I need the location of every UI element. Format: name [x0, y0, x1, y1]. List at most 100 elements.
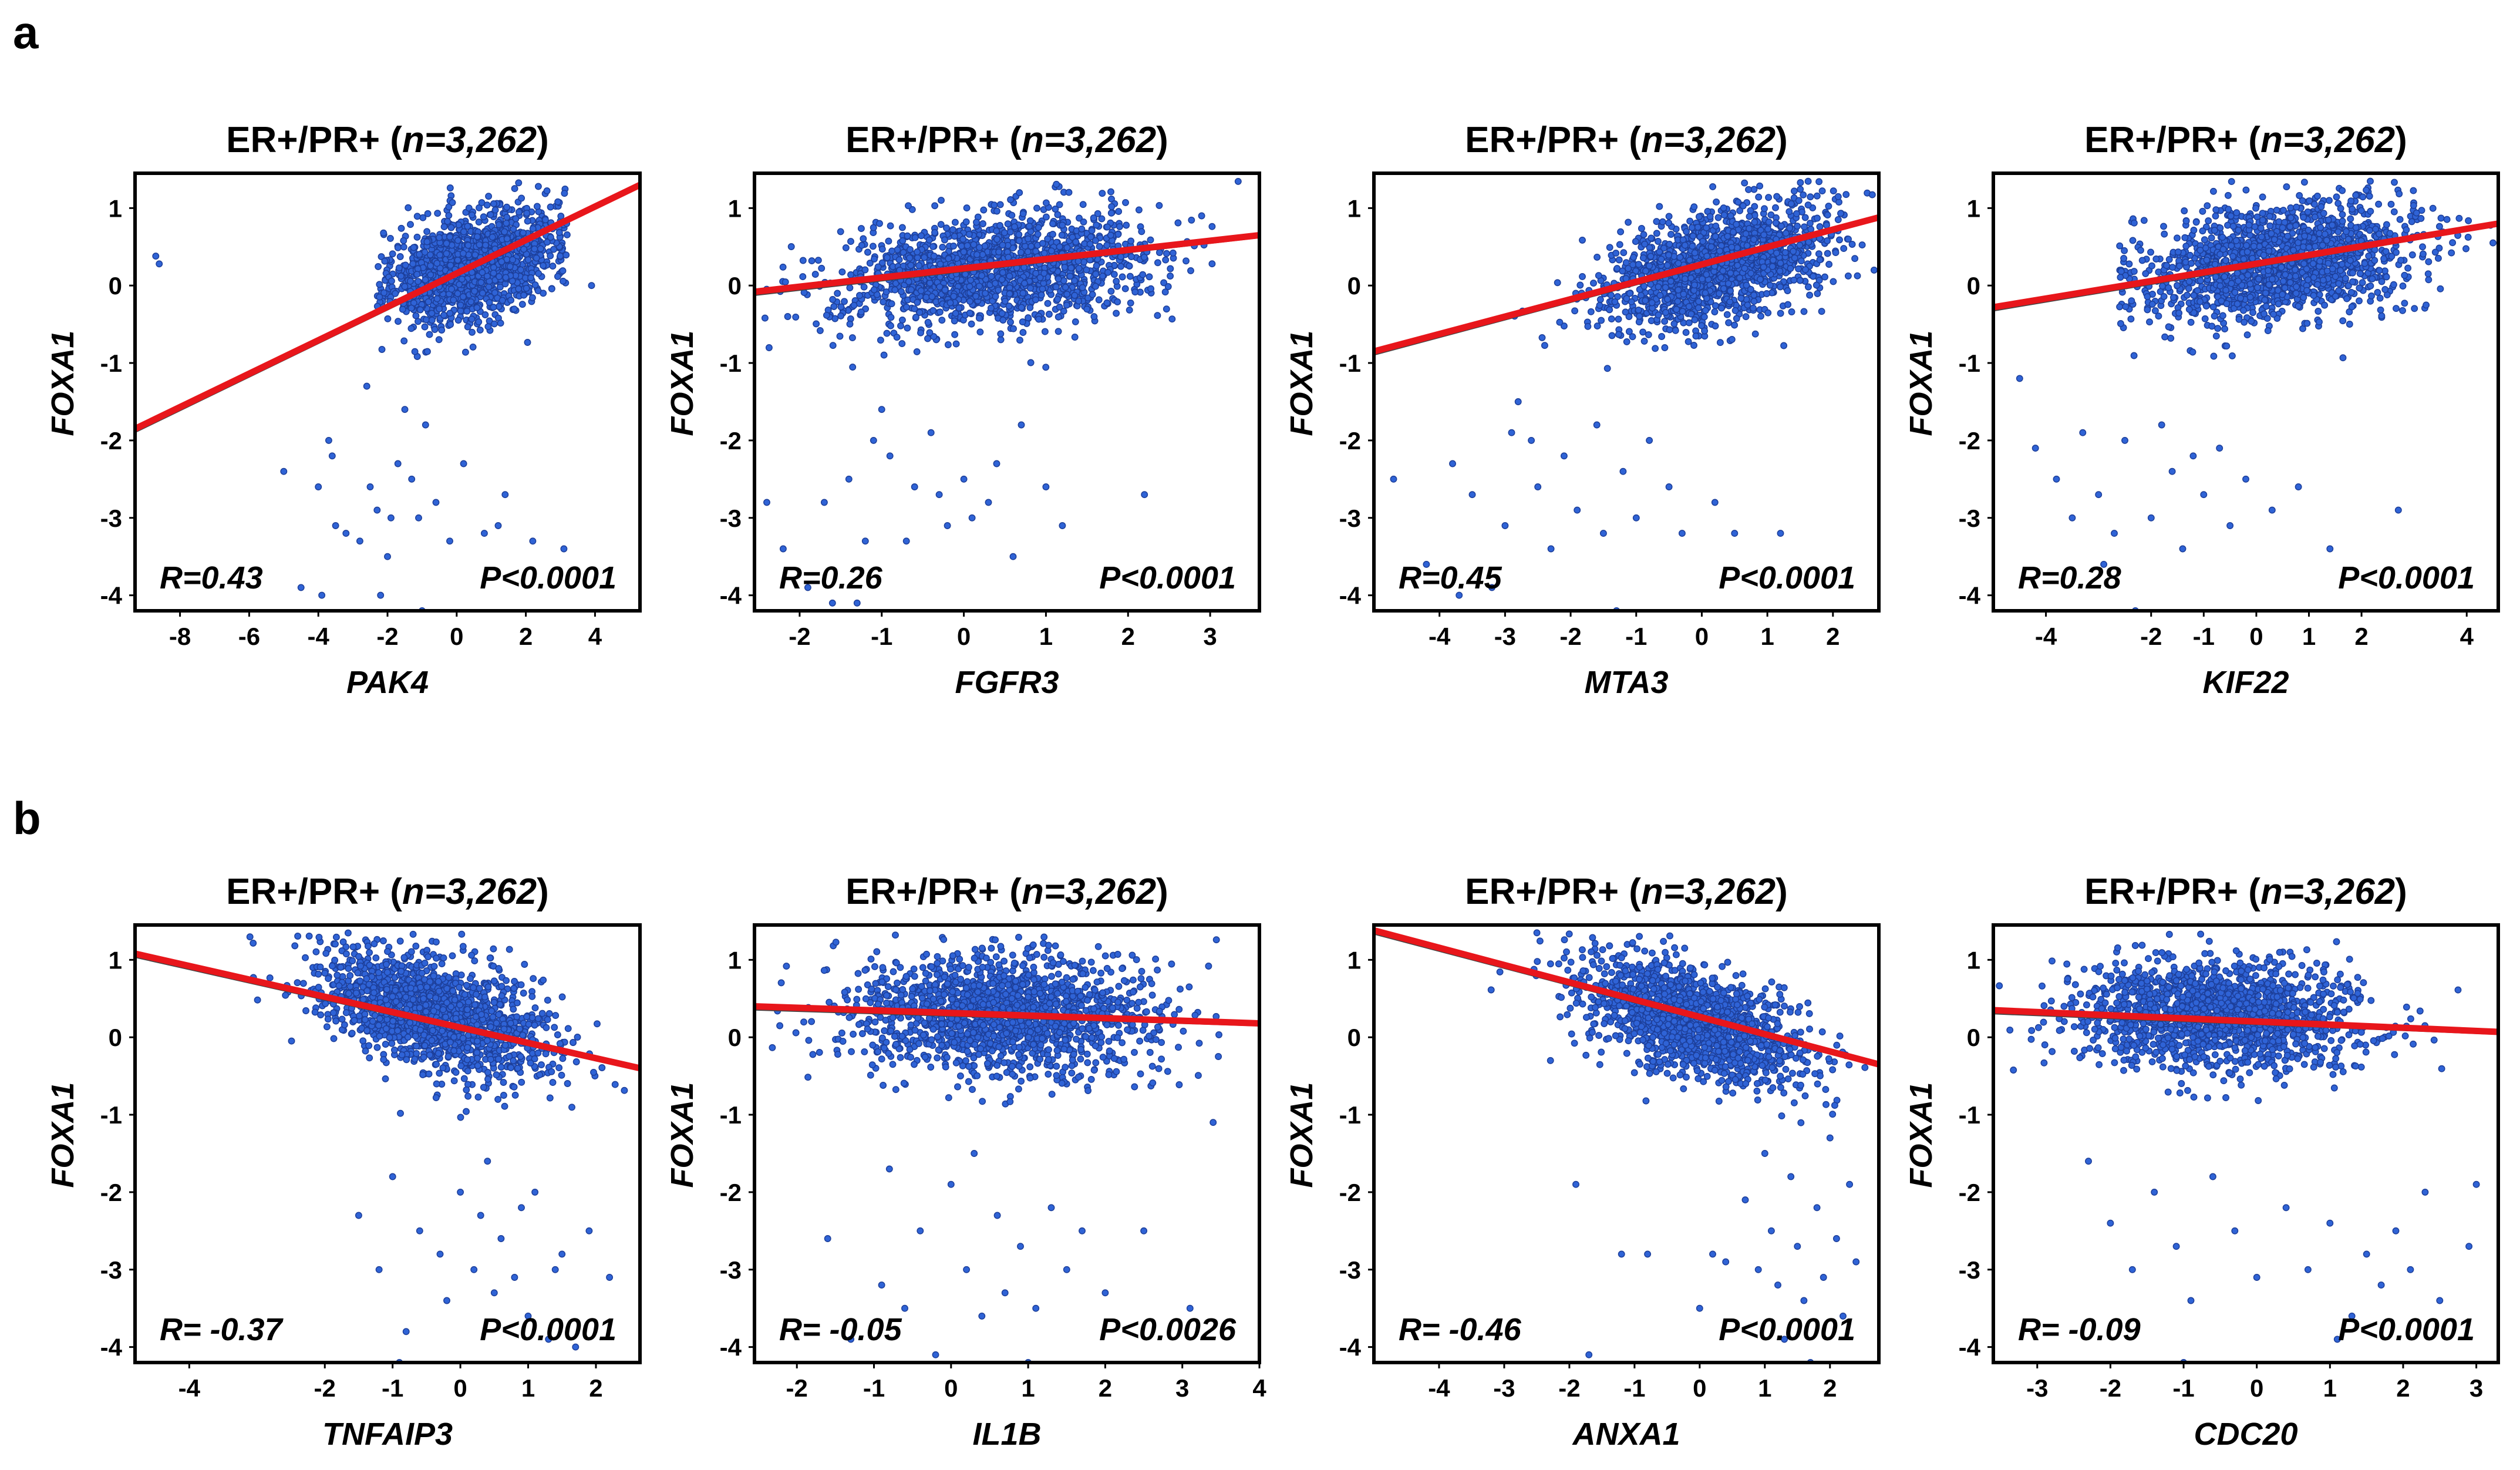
data-point [1080, 258, 1088, 266]
data-point [1630, 254, 1638, 261]
data-point [1089, 291, 1096, 298]
data-point [1701, 327, 1709, 335]
data-point [1844, 272, 1852, 280]
outlier-point [960, 475, 968, 483]
data-point [456, 281, 463, 288]
outlier-point [828, 599, 836, 607]
data-point [915, 262, 923, 270]
data-point [423, 348, 431, 355]
data-point [1689, 232, 1697, 240]
data-point [1127, 237, 1135, 245]
panel-title: ER+/PR+ (n=3,262) [2084, 120, 2407, 160]
data-point [905, 278, 912, 285]
data-point [401, 282, 409, 290]
data-point [899, 237, 907, 244]
data-point [898, 288, 905, 295]
data-point [457, 301, 464, 309]
data-point [1163, 250, 1170, 257]
outlier-point [1508, 429, 1515, 436]
data-point [436, 264, 444, 272]
data-point [1724, 233, 1731, 240]
data-point [1616, 241, 1623, 248]
data-point [870, 286, 878, 294]
data-point [1126, 273, 1134, 280]
data-point [1053, 180, 1060, 188]
data-point [1776, 267, 1784, 275]
data-point [878, 259, 886, 267]
data-point [951, 317, 958, 325]
data-point [1000, 229, 1008, 237]
data-point [1131, 288, 1139, 296]
regression-line [754, 232, 1259, 295]
data-point [943, 224, 950, 232]
data-point [1042, 199, 1050, 207]
outlier-point [332, 522, 339, 529]
data-point [426, 251, 434, 258]
data-point [471, 287, 479, 295]
data-point [1796, 241, 1804, 249]
outlier-point [156, 260, 163, 268]
data-point [1868, 191, 1876, 199]
data-point [1719, 267, 1727, 275]
outlier-point [422, 421, 429, 429]
data-point [842, 244, 850, 251]
data-point [911, 305, 918, 312]
x-tick-label: -6 [238, 623, 260, 650]
data-point [436, 251, 444, 259]
data-point [922, 294, 930, 301]
y-axis-label: FOXA1 [665, 331, 700, 436]
data-point [1167, 265, 1174, 273]
data-point [1837, 210, 1844, 217]
outlier-point [1534, 483, 1542, 490]
outlier-point [373, 506, 381, 514]
data-point [487, 211, 494, 218]
data-point [1117, 253, 1124, 261]
data-point [1770, 256, 1777, 264]
data-point [1736, 207, 1744, 214]
data-point [413, 233, 421, 241]
data-point [1746, 225, 1753, 233]
data-point [1154, 312, 1161, 319]
data-point [1655, 311, 1662, 319]
data-point [1804, 283, 1812, 291]
data-point [1645, 331, 1652, 338]
scatter-panel-2: ER+/PR+ (n=3,262)10-1-2-3-4-2 -1 0 1 2 3FGFR3… [665, 120, 1261, 700]
data-point [1162, 256, 1170, 264]
outlier-point [460, 460, 467, 467]
data-point [1786, 224, 1794, 232]
data-point [1062, 284, 1069, 291]
data-point [1611, 298, 1619, 305]
outlier-point [853, 599, 861, 607]
data-point [1606, 306, 1613, 314]
data-point [554, 198, 562, 206]
data-point [1083, 305, 1091, 313]
outlier-point [1777, 530, 1784, 537]
data-point [529, 225, 537, 233]
data-point [421, 323, 429, 331]
data-point [1598, 317, 1605, 324]
outlier-point [861, 537, 869, 545]
x-tick-label: 0 [450, 623, 463, 650]
data-point [1122, 199, 1129, 206]
data-point [1747, 285, 1754, 293]
data-point [924, 318, 932, 326]
data-point [1724, 280, 1732, 287]
data-point [1608, 332, 1616, 339]
data-point [535, 270, 543, 277]
data-point [1063, 290, 1071, 298]
data-point [761, 314, 769, 322]
data-point [1741, 179, 1748, 187]
outlier-point [1514, 398, 1522, 405]
data-point [999, 241, 1006, 249]
data-point [512, 215, 520, 223]
data-point [904, 324, 911, 332]
outlier-point [494, 522, 502, 529]
data-point [1750, 304, 1757, 312]
data-point [918, 232, 925, 240]
data-point [993, 236, 1001, 243]
data-point [1691, 316, 1699, 324]
data-point [1099, 273, 1106, 280]
data-point [1056, 243, 1063, 251]
data-point [912, 314, 919, 321]
data-point [1639, 328, 1647, 336]
